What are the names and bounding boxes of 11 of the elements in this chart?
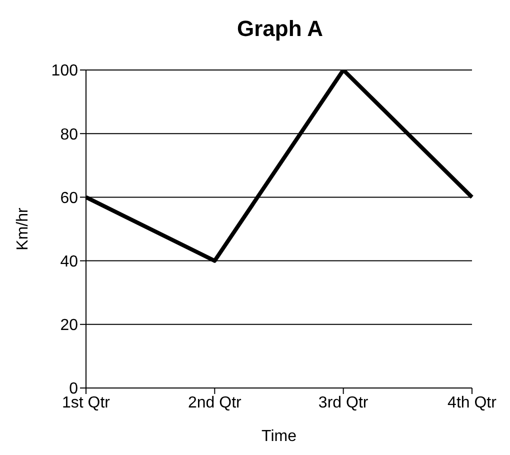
y-tick-label: 80 bbox=[60, 126, 78, 144]
y-tick-label: 60 bbox=[60, 190, 78, 207]
x-tick-label: 3rd Qtr bbox=[318, 394, 369, 412]
chart-title: Graph A bbox=[236, 16, 324, 42]
y-tick-label: 20 bbox=[60, 317, 78, 334]
y-axis-title: Km/hr bbox=[14, 206, 32, 250]
x-axis-title: Time bbox=[262, 428, 297, 445]
y-tick-label: 100 bbox=[51, 62, 78, 80]
y-tick-label: 40 bbox=[60, 253, 78, 270]
x-tick-label: 2nd Qtr bbox=[188, 394, 242, 412]
x-tick-label: 4th Qtr bbox=[448, 394, 498, 412]
